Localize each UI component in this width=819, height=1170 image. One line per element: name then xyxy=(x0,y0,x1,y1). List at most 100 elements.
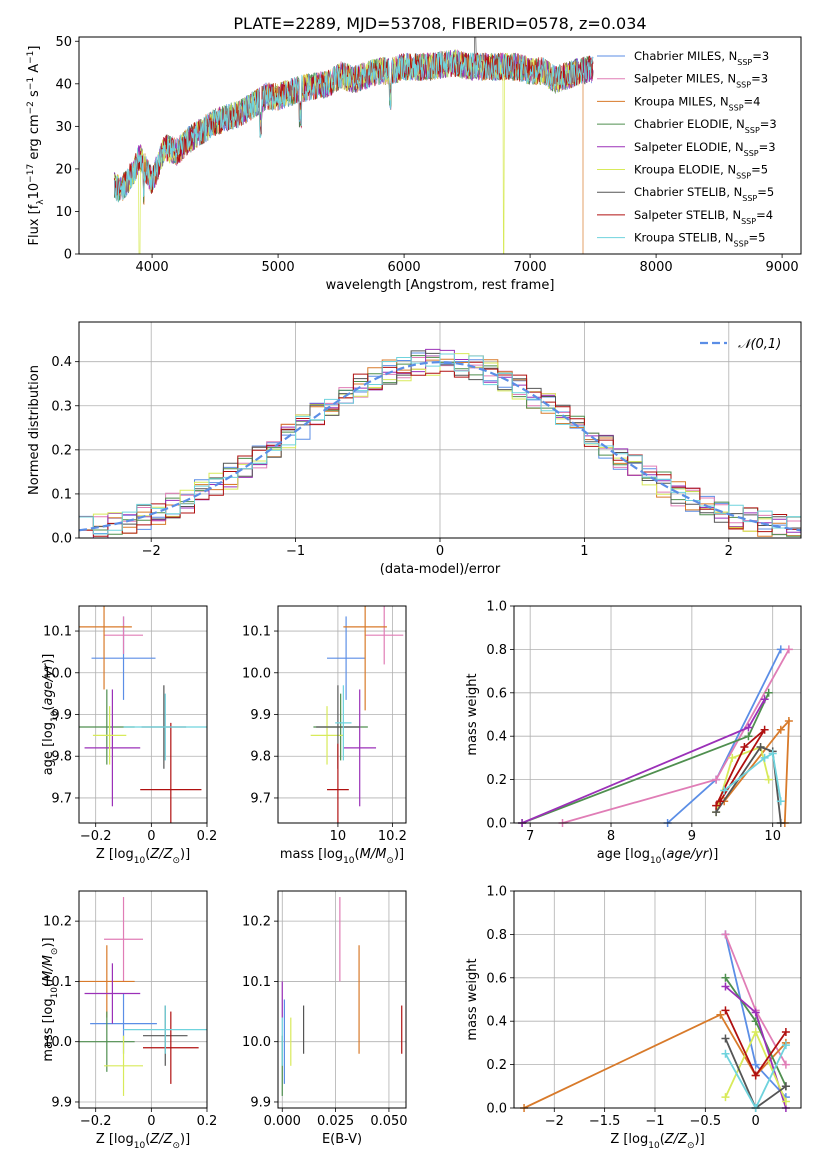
y-tick-label: 9.7 xyxy=(51,791,72,806)
x-tick-label: 8 xyxy=(607,829,615,844)
label-part: s xyxy=(27,90,42,101)
mass-vs-ebv-xlabel: E(B-V) xyxy=(322,1132,362,1147)
legend-sub: SSP xyxy=(744,148,759,157)
y-tick-label: 1.0 xyxy=(486,885,507,900)
y-tick-label: 10.0 xyxy=(43,666,72,681)
legend-sub: SSP xyxy=(745,126,760,135)
legend-label: Salpeter ELODIE, NSSP=3 xyxy=(634,140,776,158)
label-part: 10 xyxy=(134,1141,146,1151)
y-tick-label: 10.1 xyxy=(242,975,271,990)
y-tick-label: 0.8 xyxy=(486,643,507,658)
label-part: )] xyxy=(394,847,404,862)
weight-marker xyxy=(776,725,785,734)
x-tick-label: 0.025 xyxy=(317,1114,354,1129)
x-tick-label: 7000 xyxy=(514,260,547,275)
label-part: A xyxy=(27,64,42,77)
x-tick-label: 0 xyxy=(436,544,444,559)
y-tick-label: 0.3 xyxy=(51,399,72,414)
y-tick-label: 40 xyxy=(55,77,72,92)
legend-label: Kroupa STELIB, NSSP=5 xyxy=(634,231,765,249)
normal-curve xyxy=(79,360,801,532)
mass_vs_Z-errorbars xyxy=(79,897,207,1096)
y-tick-label: 10.0 xyxy=(242,666,271,681)
weight-marker xyxy=(744,723,753,732)
weight-vs-z-xlabel: Z [log10(Z/Z⊙)] xyxy=(610,1132,704,1151)
label-part: −2 xyxy=(26,101,36,114)
x-tick-label: 8000 xyxy=(640,260,673,275)
x-tick-label: 0.050 xyxy=(370,1114,407,1129)
legend-sub: SSP xyxy=(736,171,751,180)
y-tick-label: 9.8 xyxy=(51,750,72,765)
legend-normal-label: 𝒩(0,1) xyxy=(738,337,781,352)
y-tick-label: 0.6 xyxy=(486,971,507,986)
legend-text: =3 xyxy=(752,49,769,63)
weight_vs_Z-frame xyxy=(513,890,802,1109)
label-part: ( xyxy=(355,847,360,862)
weight-marker xyxy=(716,797,725,806)
mass_vs_ebv-frame xyxy=(277,890,407,1109)
mass-vs-z-xlabel: Z [log10(Z/Z⊙)] xyxy=(96,1132,190,1151)
age_vs_mass-errorbars xyxy=(310,606,404,823)
spectrum-axes: 4000 5000 6000 7000 8000 9000 0 10 20 30 40 50 xyxy=(55,35,798,275)
spectrum-xlabel: wavelength [Angstrom, rest frame] xyxy=(326,278,555,293)
label-part: 10 xyxy=(650,856,662,866)
y-tick-label: 10.2 xyxy=(43,915,72,930)
y-tick-label: 10.0 xyxy=(43,1035,72,1050)
legend-sub: SSP xyxy=(737,58,752,67)
y-tick-label: 0.4 xyxy=(486,1015,507,1030)
label-part: mass [log xyxy=(280,847,343,862)
figure-title: PLATE=2289, MJD=53708, FIBERID=0578, z=0… xyxy=(233,14,646,33)
x-tick-label: −0.5 xyxy=(690,1114,722,1129)
mass_vs_ebv-errorbars xyxy=(281,897,403,1096)
legend-text: Salpeter MILES, N xyxy=(634,72,736,86)
legend-text: =3 xyxy=(760,117,777,131)
weight-vs-z-ylabel: mass weight xyxy=(465,958,480,1040)
weight-marker xyxy=(764,775,773,784)
label-part: ( xyxy=(661,847,666,862)
age-vs-mass-xlabel: mass [log10(M/M⊙)] xyxy=(280,847,404,866)
label-part: ( xyxy=(41,982,56,987)
x-tick-label: 9 xyxy=(688,829,696,844)
y-tick-label: 9.9 xyxy=(51,1095,72,1110)
weight-marker xyxy=(721,930,730,939)
label-part: Z [log xyxy=(610,1132,648,1147)
weight-marker xyxy=(781,1082,790,1091)
label-part: −1 xyxy=(26,51,36,64)
age_vs_mass-frame xyxy=(277,605,407,824)
y-tick-label: 10.2 xyxy=(242,915,271,930)
y-tick-label: 50 xyxy=(55,35,72,50)
x-tick-label: 1 xyxy=(580,544,588,559)
weight-marker xyxy=(751,1028,760,1037)
label-part: E(B-V) xyxy=(322,1132,362,1147)
weight-vs-age-ylabel: mass weight xyxy=(465,673,480,755)
weight-marker xyxy=(751,1008,760,1017)
y-tick-label: 10.1 xyxy=(242,625,271,640)
label-part: 10 xyxy=(134,856,146,866)
legend-label: Salpeter MILES, NSSP=3 xyxy=(634,72,768,90)
label-part: mass weight xyxy=(465,673,480,755)
label-part: Z/Z xyxy=(664,1132,688,1147)
label-part: −17 xyxy=(26,164,36,183)
weight-marker xyxy=(760,753,769,762)
age_vs_Z-errorbars xyxy=(79,606,207,823)
mass-vs-z-ylabel: mass [log10(M/M⊙)] xyxy=(41,937,60,1061)
legend-text: Chabrier MILES, N xyxy=(634,49,737,63)
label-part: ( xyxy=(145,847,150,862)
weight-marker xyxy=(716,1010,725,1019)
legend-label: Salpeter STELIB, NSSP=4 xyxy=(634,208,773,226)
spectrum-lines xyxy=(113,37,594,254)
y-tick-label: 10.1 xyxy=(43,975,72,990)
label-part: 10 xyxy=(50,710,60,722)
y-tick-label: 9.7 xyxy=(250,791,271,806)
x-tick-label: 0 xyxy=(752,1114,760,1129)
age-vs-z-xlabel: Z [log10(Z/Z⊙)] xyxy=(96,847,190,866)
x-tick-label: 7 xyxy=(526,829,534,844)
label-part: ⊙ xyxy=(172,856,180,866)
legend-sub: SSP xyxy=(742,194,757,203)
y-tick-label: 0.2 xyxy=(51,443,72,458)
weight-marker xyxy=(781,1041,790,1050)
histogram-ylabel: Normed distribution xyxy=(27,365,42,495)
label-part: (data-model)/error xyxy=(380,562,501,577)
x-tick-label: 10 xyxy=(330,829,347,844)
